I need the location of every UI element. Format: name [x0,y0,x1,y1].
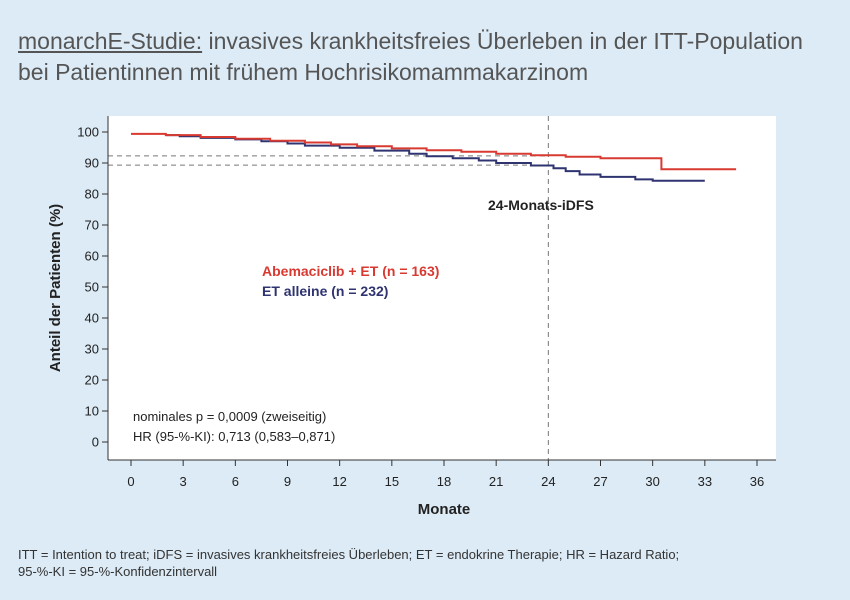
reference-lines [108,116,549,460]
title-text: invasives krankheitsfreies Überleben in … [18,28,803,85]
x-tick-label: 0 [127,474,134,489]
x-tick-label: 15 [385,474,399,489]
y-tick-label: 50 [85,280,99,295]
x-tick-label: 6 [232,474,239,489]
x-tick-label: 27 [593,474,607,489]
x-tick-label: 36 [750,474,764,489]
y-tick-label: 70 [85,218,99,233]
y-axis-label: Anteil der Patienten (%) [47,204,64,372]
y-tick-label: 80 [85,187,99,202]
footnote-line-1: ITT = Intention to treat; iDFS = invasiv… [18,547,680,562]
series-layer [131,132,737,182]
x-tick-label: 21 [489,474,503,489]
chart-title: monarchE-Studie: invasives krankheitsfre… [18,26,818,88]
y-axis-ticks: 0 10 20 30 40 50 60 70 80 90 100 [77,125,108,450]
x-tick-label: 9 [284,474,291,489]
y-tick-label: 20 [85,373,99,388]
study-name: monarchE-Studie: [18,28,203,54]
x-tick-label: 33 [698,474,712,489]
y-tick-label: 60 [85,249,99,264]
p-value-text: nominales p = 0,0009 (zweiseitig) [133,409,326,424]
y-tick-label: 40 [85,311,99,326]
legend-et-alleine: ET alleine (n = 232) [262,283,388,299]
x-tick-label: 18 [437,474,451,489]
series-abemaciclib-curve [131,132,737,171]
kaplan-meier-chart: 0 3 6 9 12 15 18 21 24 27 30 33 36 01020304050607080… [47,116,776,518]
x-tick-label: 3 [180,474,187,489]
x-tick-label: 30 [645,474,659,489]
legend-abemaciclib: Abemaciclib + ET (n = 163) [262,263,439,279]
hazard-ratio-text: HR (95-%-KI): 0,713 (0,583–0,871) [133,429,335,444]
landmark-label: 24-Monats-iDFS [488,197,594,213]
y-tick-label: 10 [85,404,99,419]
footnote: ITT = Intention to treat; iDFS = invasiv… [18,546,838,580]
x-axis-ticks: 0 3 6 9 12 15 18 21 24 27 30 33 36 [127,460,764,489]
y-tick-label: 30 [85,342,99,357]
footnote-line-2: 95-%-KI = 95-%-Konfidenzintervall [18,564,218,579]
y-tick-label: 90 [85,156,99,171]
x-axis-label: Monate [418,501,471,518]
plot-area [108,116,776,460]
x-tick-label: 24 [541,474,555,489]
x-tick-label: 12 [332,474,346,489]
y-tick-label: 0 [92,435,99,450]
y-tick-label: 100 [77,125,99,140]
